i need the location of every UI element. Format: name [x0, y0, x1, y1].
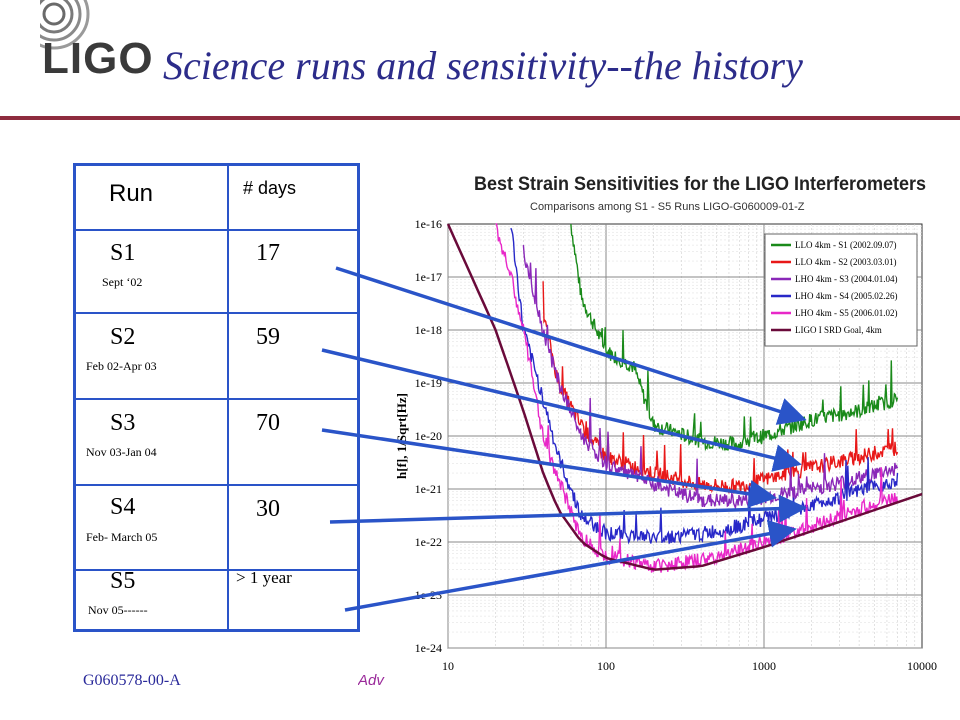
run-name: S1	[110, 240, 136, 266]
table-row-divider	[76, 229, 357, 231]
legend-label: LLO 4km - S2 (2003.03.01)	[795, 257, 897, 267]
table-row-divider	[76, 484, 357, 486]
run-date: Feb- March 05	[86, 530, 158, 544]
y-tick-label: 1e-19	[415, 376, 442, 390]
y-tick-label: 1e-16	[415, 217, 442, 231]
x-axis-label: Frequency [Hz]	[642, 678, 729, 680]
y-axis-label: h[f], 1/Sqrt[Hz]	[394, 393, 409, 479]
x-tick-label: 1000	[752, 659, 776, 673]
logo-text: LIGO	[42, 34, 154, 83]
strain-sensitivity-chart: 10 100 1000 10000 1e-16 1e-17 1e-18 1e-19 1e-20 1…	[380, 150, 950, 680]
run-days: 17	[256, 240, 280, 266]
run-name: S3	[110, 410, 136, 436]
table-column-divider	[227, 166, 229, 629]
legend-label: LHO 4km - S3 (2004.01.04)	[795, 274, 898, 284]
x-tick-label: 100	[597, 659, 615, 673]
y-tick-label: 1e-21	[415, 482, 442, 496]
legend-label: LHO 4km - S5 (2006.01.02)	[795, 308, 898, 318]
legend-label: LIGO I SRD Goal, 4km	[795, 325, 882, 335]
chart-subtitle: Comparisons among S1 - S5 Runs LIGO-G060…	[530, 201, 805, 213]
table-row-divider	[76, 398, 357, 400]
run-days: > 1 year	[236, 568, 292, 587]
table-row-divider	[76, 569, 357, 571]
run-date: Nov 03-Jan 04	[86, 445, 157, 459]
run-name: S2	[110, 324, 136, 350]
run-days: 70	[256, 410, 280, 436]
y-tick-label: 1e-23	[415, 588, 442, 602]
title-divider	[0, 116, 960, 120]
legend-label: LLO 4km - S1 (2002.09.07)	[795, 240, 897, 250]
table-header-run: Run	[109, 180, 154, 207]
x-tick-label: 10	[442, 659, 454, 673]
table-row-divider	[76, 312, 357, 314]
x-tick-label: 10000	[907, 659, 937, 673]
y-tick-label: 1e-17	[415, 270, 442, 284]
run-name: S5	[110, 568, 136, 594]
run-date: Feb 02-Apr 03	[86, 359, 157, 373]
table-header-days: # days	[243, 178, 297, 198]
run-days: 30	[256, 496, 280, 522]
document-id: G060578-00-A	[83, 672, 181, 689]
y-tick-label: 1e-20	[415, 429, 442, 443]
runs-table: Run # days S1 Sept ‘02 17 S2 Feb 02-Apr …	[73, 163, 360, 632]
legend-label: LHO 4km - S4 (2005.02.26)	[795, 291, 898, 301]
footer-partial-text: Adv	[358, 672, 384, 689]
chart-title: Best Strain Sensitivities for the LIGO I…	[474, 174, 926, 195]
run-name: S4	[110, 494, 136, 520]
run-date: Nov 05------	[88, 603, 148, 617]
y-tick-label: 1e-24	[415, 641, 442, 655]
y-tick-label: 1e-22	[415, 535, 442, 549]
slide-title: Science runs and sensitivity--the histor…	[163, 43, 803, 88]
run-date: Sept ‘02	[102, 275, 143, 289]
y-tick-label: 1e-18	[415, 323, 442, 337]
run-days: 59	[256, 324, 280, 350]
